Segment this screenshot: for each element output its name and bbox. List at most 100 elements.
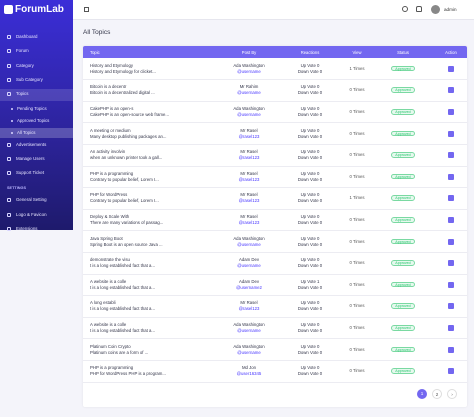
- author-username[interactable]: @username: [237, 349, 261, 355]
- status-badge: Approved: [391, 152, 415, 158]
- avatar[interactable]: [431, 5, 440, 14]
- topic-title[interactable]: PHP is a programming: [90, 170, 134, 176]
- action-button[interactable]: [448, 87, 454, 94]
- author-username[interactable]: @username: [237, 112, 261, 117]
- menu-item[interactable]: All Topics: [17, 129, 36, 135]
- action-button[interactable]: [448, 152, 454, 159]
- menu-item[interactable]: Sub Category: [16, 76, 43, 82]
- down-votes: Down Vote 0: [297, 263, 323, 269]
- menu-item[interactable]: Forum: [16, 48, 29, 54]
- action-button[interactable]: [448, 217, 454, 223]
- up-votes: Up Vote 0: [300, 322, 320, 327]
- topic-title[interactable]: A long establi: [90, 300, 116, 306]
- menu-item[interactable]: Manage Users: [16, 155, 45, 161]
- action-button[interactable]: [448, 368, 454, 375]
- menu-item[interactable]: Support Ticket: [16, 170, 45, 176]
- username[interactable]: admin: [444, 7, 457, 12]
- author-username[interactable]: @rasel123: [238, 198, 260, 204]
- author-name: Mr Rasel: [240, 192, 258, 198]
- author-username[interactable]: @username: [237, 328, 261, 333]
- topic-title[interactable]: An activity involvin: [90, 149, 126, 155]
- page-button[interactable]: ›: [447, 389, 457, 399]
- topic-title[interactable]: History and Etymology: [90, 62, 133, 68]
- row-divider: [83, 230, 467, 231]
- down-votes: Down Vote 0: [297, 68, 323, 74]
- author-name: Mr Rasel: [240, 300, 258, 306]
- topic-title[interactable]: PHP for WordPress: [90, 192, 128, 198]
- topic-title[interactable]: Bitcoin is a decentr: [90, 84, 127, 90]
- topic-excerpt: Spring Boot is an open source Java ...: [90, 241, 163, 247]
- menu-item[interactable]: Pending Topics: [17, 105, 47, 111]
- section-heading: SETTINGS: [7, 186, 26, 191]
- submenu-dot: [11, 131, 13, 134]
- author-username[interactable]: @rasel123: [238, 133, 260, 139]
- menu-icon: [7, 35, 11, 39]
- author-username[interactable]: @rasel123: [238, 306, 260, 312]
- action-button[interactable]: [448, 195, 454, 202]
- up-votes: Up Vote 0: [300, 127, 320, 133]
- topic-title[interactable]: PHP is a programming: [90, 365, 134, 371]
- row-divider: [83, 251, 467, 253]
- topic-excerpt: History and Etymology for clicket...: [90, 68, 156, 74]
- action-button[interactable]: [448, 173, 454, 180]
- topbar: admin: [73, 0, 474, 20]
- author-name: Mr Rasel: [240, 149, 258, 155]
- views: 0 Times: [349, 260, 365, 266]
- topic-title[interactable]: A website is a colle: [90, 278, 127, 284]
- row-divider: [83, 143, 467, 145]
- topic-title[interactable]: Platinum Coin Crypto: [90, 343, 131, 349]
- menu-item[interactable]: Category: [16, 62, 34, 68]
- author-username[interactable]: @user16345: [236, 371, 262, 377]
- views: 0 Times: [349, 109, 365, 114]
- author-username[interactable]: @username2: [236, 284, 262, 290]
- action-button[interactable]: [448, 238, 454, 245]
- menu-item[interactable]: Extensions: [16, 226, 38, 231]
- page-button[interactable]: 1: [417, 389, 427, 399]
- topic-title[interactable]: A website is a colle: [90, 322, 127, 327]
- author-name: Mr Rasel: [240, 127, 258, 133]
- menu-icon: [7, 63, 11, 68]
- status-badge: Approved: [391, 346, 415, 353]
- menu-item[interactable]: Approved Topics: [17, 117, 50, 123]
- row-divider: [83, 100, 467, 102]
- action-button[interactable]: [448, 303, 454, 310]
- menu-item[interactable]: Advertisements: [16, 141, 47, 147]
- menu-item[interactable]: Logo & Favicon: [16, 211, 47, 217]
- author-username[interactable]: @username: [237, 263, 261, 269]
- action-button[interactable]: [448, 65, 454, 72]
- bell-icon[interactable]: [416, 6, 422, 12]
- action-button[interactable]: [448, 130, 454, 137]
- action-button[interactable]: [448, 325, 454, 331]
- status-badge: Approved: [391, 109, 415, 115]
- author-username[interactable]: @rasel123: [238, 220, 260, 225]
- author-username[interactable]: @username: [237, 241, 261, 247]
- action-button[interactable]: [448, 346, 454, 353]
- topic-title[interactable]: CakePHP is an open-s: [90, 106, 134, 111]
- page-button[interactable]: 2: [432, 389, 442, 399]
- action-button[interactable]: [448, 260, 454, 267]
- menu-toggle[interactable]: [84, 7, 89, 12]
- topic-excerpt: There are many variations of passag...: [90, 220, 164, 225]
- topic-title[interactable]: A meeting or medium: [90, 127, 131, 133]
- topic-title[interactable]: Java Spring Boot: [90, 235, 123, 241]
- topic-title[interactable]: demonstrate the visu: [90, 257, 130, 263]
- author-username[interactable]: @username: [237, 90, 261, 96]
- topic-title[interactable]: Deploy & Scale With: [90, 214, 130, 219]
- author-username[interactable]: @rasel123: [238, 176, 260, 182]
- author-username[interactable]: @rasel123: [238, 155, 260, 161]
- row-divider: [83, 273, 467, 274]
- menu-item[interactable]: General Setting: [16, 197, 47, 203]
- column-header: Status: [397, 50, 409, 55]
- author-username[interactable]: @username: [237, 68, 261, 74]
- action-button[interactable]: [448, 109, 454, 115]
- action-button[interactable]: [448, 281, 454, 288]
- down-votes: Down Vote 0: [297, 220, 323, 225]
- views: 0 Times: [349, 281, 365, 287]
- down-votes: Down Vote 0: [297, 284, 323, 290]
- search-icon[interactable]: [402, 6, 408, 12]
- row-divider: [83, 359, 467, 361]
- menu-item[interactable]: Dashboard: [16, 34, 38, 39]
- menu-item[interactable]: Topics: [16, 91, 29, 97]
- row-divider: [83, 122, 467, 123]
